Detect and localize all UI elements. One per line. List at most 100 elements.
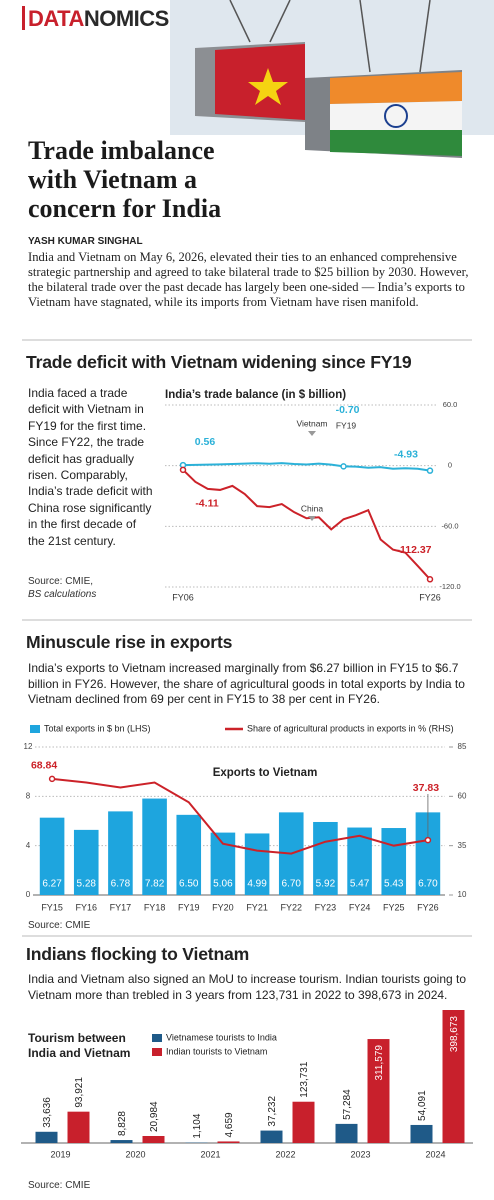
section-heading: Trade deficit with Vietnam widening sinc… [26,352,412,372]
line-series [51,777,429,855]
bar [442,1010,465,1143]
pointer [308,431,316,436]
bar [108,811,133,895]
x-tick-label: FY19 [178,902,200,912]
data-label: 6.70 [282,879,302,890]
bar [176,814,202,895]
data-label: -112.37 [396,544,431,556]
data-label: 5.06 [213,879,233,890]
bar [142,1135,165,1143]
data-label: 93,921 [74,1077,85,1108]
data-label: 68.84 [31,760,57,772]
data-label: 311,579 [374,1045,385,1081]
white [330,101,462,130]
intro: India and Vietnam on May 6, 2026, elevat… [28,250,469,309]
y-tick-label: 0 [448,461,452,470]
brand-bar [22,6,25,30]
data-label: 6.50 [179,879,199,890]
section-text: India’s exports to Vietnam increased mar… [28,661,465,706]
data-label: 5.92 [316,879,336,890]
data-label: 7.82 [145,879,165,890]
data-label: 6.70 [418,879,438,890]
x-tick-label: FY22 [280,902,302,912]
cable [419,0,431,73]
bar [73,829,99,895]
y-tick-label: 8 [26,791,31,800]
data-label: 37.83 [413,782,439,794]
source-note: BS calculations [28,589,97,600]
line-series [182,462,431,472]
data-label: 6.27 [42,879,62,890]
y-tick-label: -120.0 [439,582,460,591]
x-tick-label: FY06 [172,592,194,602]
x-tick-label: FY21 [246,902,268,912]
bar [67,1111,90,1143]
bar [142,798,167,895]
y-tick-label: 0 [26,890,31,899]
bar [313,821,338,895]
x-tick-label: 2020 [125,1149,145,1159]
bar [35,1131,58,1143]
brand-dark: NOMICS [83,6,170,31]
section-heading: Indians flocking to Vietnam [26,944,250,964]
data-label: 4,659 [224,1112,235,1137]
data-label: 37,232 [267,1096,278,1127]
data-label: 5.43 [384,879,404,890]
source: Source: CMIE, [28,576,94,587]
x-tick-label: 2022 [275,1149,295,1159]
bar [260,1130,283,1143]
vietnam-container [195,42,305,122]
cable [359,0,371,73]
data-label: -4.93 [394,448,418,460]
x-tick-label: 2024 [425,1149,445,1159]
star [248,68,288,105]
data-label: 5.47 [350,879,370,890]
legend-label: Share of agricultural products in export… [247,723,454,733]
source: Source: CMIE [28,920,91,931]
brand-red: DATA [28,6,84,31]
x-tick-label: FY25 [383,902,405,912]
chart-title: Exports to Vietnam [213,767,318,779]
y-tick-label: 12 [24,742,33,751]
x-tick-label: FY17 [110,902,132,912]
x-tick-label: FY15 [41,902,63,912]
y2-tick-label: 85 [458,742,467,751]
data-label: 33,636 [42,1097,53,1128]
data-label: -0.70 [336,404,360,416]
y-tick-label: 60.0 [443,400,458,409]
x-tick-label: FY26 [419,592,441,602]
bar [410,1124,433,1143]
bar [244,833,270,895]
x-tick-label: FY23 [315,902,337,912]
line-series [182,469,431,580]
data-label: 57,284 [342,1089,353,1120]
chart-title: India’s trade balance (in $ billion) [165,389,346,401]
legend-key [152,1048,162,1056]
data-label: 4.99 [247,879,267,890]
data-label: 20,984 [149,1101,160,1132]
chakra [384,104,408,128]
x-tick-label: FY16 [75,902,97,912]
point [424,836,432,844]
bar [217,1141,240,1143]
data-label: -4.11 [195,498,219,510]
legend-label: Indian tourists to Vietnam [166,1046,267,1056]
legend-label: Total exports in $ bn (LHS) [44,723,151,733]
legend-label: Vietnamese tourists to India [166,1032,277,1042]
x-tick-label: FY26 [417,902,439,912]
bar [39,817,65,895]
series-label: China [301,503,323,513]
legend-key [152,1034,162,1042]
x-tick-label: FY18 [144,902,166,912]
point [340,463,347,470]
point [48,775,56,783]
x-tick-label: 2019 [50,1149,70,1159]
y2-tick-label: 35 [458,841,467,850]
saffron [330,72,462,104]
y-tick-label: 4 [26,841,31,850]
data-label: 5.28 [77,879,97,890]
source: Source: CMIE [28,1180,91,1191]
data-label: 1,104 [192,1113,203,1138]
